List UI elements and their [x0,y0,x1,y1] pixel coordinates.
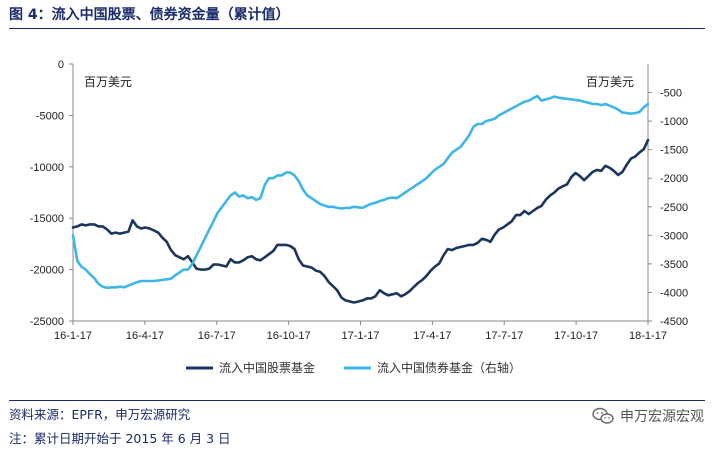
chart-series [71,94,650,304]
x-tick-label: 17-1-17 [342,330,380,342]
right-tick-label: -2500 [660,202,688,214]
left-tick-label: 0 [58,59,64,71]
right-axis-unit: 百万美元 [586,75,634,89]
x-tick-label: 17-4-17 [413,330,451,342]
chart-title: 图 4：流入中国股票、债券资金量（累计值） [9,7,290,23]
right-tick-label: -3000 [660,230,688,242]
x-tick-label: 18-1-17 [629,330,667,342]
brand-mark: 申万宏源宏观 [592,406,704,426]
wechat-icon [592,407,614,424]
right-tick-label: -4500 [660,316,688,328]
right-tick-label: -1000 [660,116,688,128]
x-tick-label: 16-7-17 [198,330,236,342]
right-tick-label: -2000 [660,173,688,185]
x-tick-label: 16-4-17 [126,330,164,342]
chart-legend: 流入中国股票基金 流入中国债券基金（右轴） [186,360,521,375]
top-divider [9,28,705,29]
bottom-divider [9,400,705,401]
left-tick-label: -5000 [36,110,64,122]
right-tick-label: -3500 [660,259,688,271]
source-note: 资料来源：EPFR，申万宏源研究 [9,407,191,422]
left-tick-label: -10000 [30,162,64,174]
legend-label: 流入中国股票基金 [219,360,315,375]
footnote: 注：累计日期开始于 2015 年 6 月 3 日 [9,431,231,446]
bond-fund-line [71,94,650,290]
brand-name: 申万宏源宏观 [620,409,704,425]
right-tick-label: -4000 [660,287,688,299]
x-tick-label: 17-7-17 [485,330,523,342]
chart-axes: 0 -5000 -10000 -15000 -20000 -25000 -500 -1000 -… [30,59,688,342]
right-tick-label: -1500 [660,145,688,157]
x-tick-label: 17-10-17 [554,330,598,342]
left-tick-label: -15000 [30,213,64,225]
left-axis-unit: 百万美元 [84,75,132,89]
right-tick-label: -500 [660,88,682,100]
legend-label: 流入中国债券基金（右轴） [377,360,521,375]
x-tick-label: 16-1-17 [54,330,92,342]
equity-fund-line [71,138,650,304]
left-tick-label: -25000 [30,316,64,328]
left-tick-label: -20000 [30,265,64,277]
x-tick-label: 16-10-17 [267,330,311,342]
